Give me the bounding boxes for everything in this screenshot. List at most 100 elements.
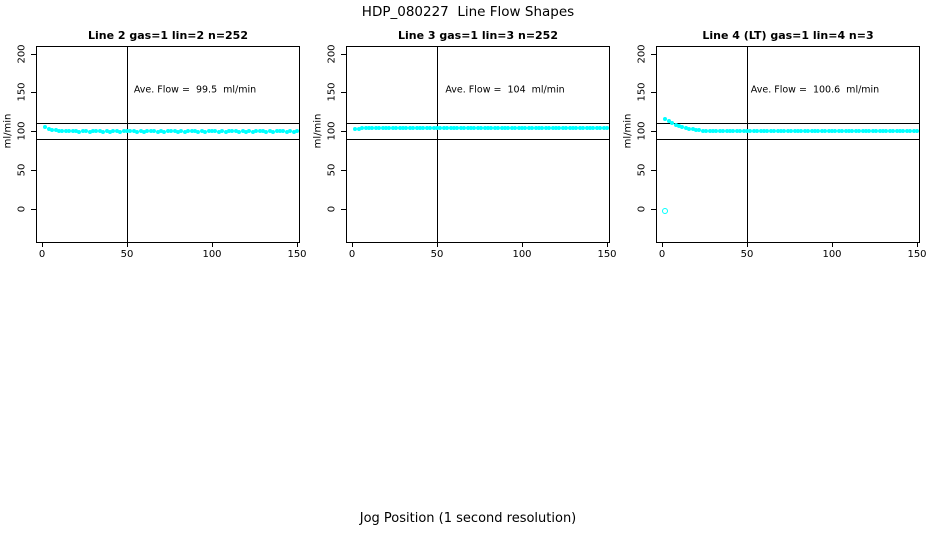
- data-point: [823, 129, 828, 134]
- data-point: [213, 129, 218, 134]
- data-point: [755, 129, 760, 134]
- y-axis-tick-label: 150: [636, 82, 648, 102]
- jog-marker-line: [747, 47, 748, 242]
- data-point: [475, 125, 480, 130]
- data-point: [516, 125, 521, 130]
- y-axis-tick-label: 200: [16, 43, 28, 64]
- data-point: [704, 128, 709, 133]
- data-point: [894, 129, 899, 134]
- data-point: [687, 126, 692, 131]
- y-axis-title: ml/min: [622, 113, 634, 149]
- x-axis-tick-label: 50: [120, 249, 134, 260]
- y-axis-tick-label: 150: [326, 82, 338, 102]
- data-point: [581, 126, 586, 131]
- data-point: [196, 129, 201, 134]
- data-point: [223, 129, 228, 134]
- x-axis-tick-label: 0: [658, 249, 666, 260]
- data-point: [244, 129, 248, 134]
- data-point: [67, 129, 72, 134]
- data-point: [707, 128, 712, 133]
- data-point: [901, 129, 906, 133]
- data-point: [853, 129, 858, 133]
- data-point: [165, 129, 170, 134]
- data-point: [785, 129, 790, 133]
- data-point: [779, 129, 783, 134]
- data-point: [247, 129, 252, 134]
- data-point: [142, 129, 146, 134]
- data-point: [114, 129, 119, 134]
- x-axis-tick-label: 150: [597, 249, 617, 260]
- data-point: [792, 129, 797, 134]
- x-axis-tick-label: 100: [822, 249, 842, 260]
- data-point: [809, 129, 814, 134]
- y-axis-tick: [341, 169, 346, 171]
- reference-line-110: [37, 123, 299, 125]
- data-point: [91, 129, 95, 134]
- data-point: [94, 129, 99, 134]
- data-point: [414, 125, 419, 130]
- data-point: [186, 129, 191, 134]
- data-point: [401, 125, 405, 130]
- data-point: [360, 126, 365, 131]
- data-point: [267, 129, 272, 134]
- data-point: [278, 129, 282, 134]
- x-axis-tick: [522, 242, 523, 247]
- data-point: [860, 129, 865, 134]
- data-point: [577, 125, 582, 130]
- data-point: [448, 125, 453, 130]
- data-point: [404, 126, 409, 131]
- data-point: [772, 129, 777, 134]
- data-point: [227, 129, 231, 134]
- data-point: [152, 129, 157, 134]
- data-point: [877, 129, 882, 134]
- y-axis-tick-label: 100: [636, 121, 648, 141]
- data-point: [601, 125, 606, 130]
- data-point: [182, 129, 187, 134]
- data-point: [431, 126, 436, 131]
- data-point: [387, 125, 392, 130]
- data-point: [523, 125, 528, 130]
- data-point: [496, 125, 501, 130]
- data-point: [169, 129, 174, 134]
- reference-line-110: [657, 123, 919, 125]
- data-point: [43, 124, 48, 129]
- data-point: [63, 129, 68, 134]
- data-point: [836, 129, 841, 134]
- reference-line-90: [657, 138, 919, 140]
- data-point: [762, 129, 766, 134]
- data-point: [411, 126, 416, 131]
- data-point: [714, 129, 719, 133]
- data-point: [53, 128, 58, 133]
- data-point: [274, 129, 279, 134]
- data-point: [567, 125, 572, 130]
- x-axis-tick-label: 50: [740, 249, 754, 260]
- x-axis-tick: [127, 242, 128, 247]
- data-point: [543, 125, 548, 130]
- data-point: [557, 125, 562, 130]
- y-axis-title: ml/min: [2, 113, 14, 149]
- data-point: [445, 126, 450, 131]
- data-point: [741, 129, 746, 134]
- data-point: [57, 128, 61, 133]
- ave-flow-annotation: Ave. Flow = 100.6 ml/min: [750, 84, 880, 96]
- data-point: [435, 125, 439, 130]
- data-point: [751, 129, 756, 133]
- data-point: [101, 129, 106, 134]
- panel-title: Line 2 gas=1 lin=2 n=252: [87, 29, 248, 42]
- data-point: [867, 129, 872, 133]
- data-point: [373, 125, 378, 130]
- data-point: [694, 127, 698, 132]
- data-point: [295, 129, 299, 134]
- data-point: [121, 129, 126, 134]
- data-point: [799, 129, 804, 133]
- y-axis-tick-label: 100: [16, 121, 28, 141]
- x-axis-tick: [662, 242, 663, 247]
- data-point: [775, 129, 780, 134]
- data-point: [813, 129, 817, 134]
- data-point: [203, 129, 208, 134]
- data-point: [216, 129, 221, 134]
- x-axis-tick-label: 0: [38, 249, 46, 260]
- x-axis-tick-label: 100: [512, 249, 532, 260]
- data-point: [159, 129, 163, 134]
- data-point: [452, 126, 456, 131]
